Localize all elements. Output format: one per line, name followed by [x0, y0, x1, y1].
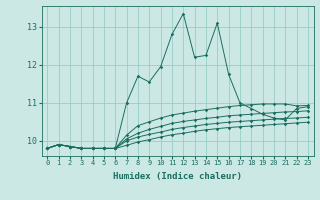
X-axis label: Humidex (Indice chaleur): Humidex (Indice chaleur) [113, 172, 242, 181]
